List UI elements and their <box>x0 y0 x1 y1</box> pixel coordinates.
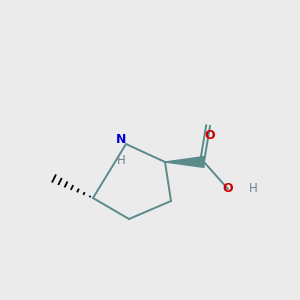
Text: O: O <box>205 129 215 142</box>
Text: H: H <box>249 182 258 196</box>
Text: O: O <box>223 182 233 196</box>
Text: H: H <box>117 154 126 167</box>
Text: N: N <box>116 133 127 146</box>
Polygon shape <box>165 157 204 167</box>
